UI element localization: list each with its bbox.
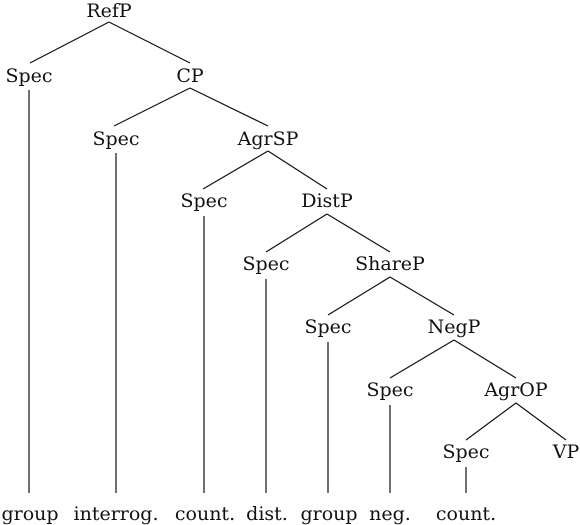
node-spec-agrs: Spec [180, 190, 227, 212]
branch-refp-cp [108, 21, 191, 64]
tree-branches [28, 21, 567, 493]
branch-cp-spec [113, 87, 191, 127]
leaf-spec-dist: dist. [246, 503, 288, 525]
node-distp: DistP [301, 190, 353, 212]
branch-refp-spec [29, 21, 110, 64]
leaf-spec-share: group [300, 503, 357, 525]
branch-sharep-negp [389, 276, 455, 316]
branch-agrop-vp [515, 402, 567, 441]
node-spec-share: Spec [304, 316, 351, 338]
branch-distp-spec [265, 213, 328, 253]
branch-negp-spec [389, 339, 455, 379]
node-agrop: AgrOP [483, 379, 548, 401]
node-negp: NegP [428, 316, 481, 338]
branch-cp-agrsp [189, 87, 269, 127]
branch-sharep-spec [327, 276, 391, 316]
branch-distp-sharep [326, 213, 391, 253]
node-agrsp: AgrSP [237, 128, 299, 150]
tree-leaves: group interrog. count. dist. group neg. … [1, 503, 496, 525]
leaf-spec-ref: group [1, 503, 58, 525]
branch-agrsp-spec [202, 150, 269, 190]
node-cp: CP [176, 65, 204, 87]
node-spec-dist: Spec [242, 253, 289, 275]
branch-agrsp-distp [267, 150, 328, 190]
leaf-spec-cp: interrog. [74, 503, 159, 525]
node-spec-agro: Spec [442, 441, 489, 463]
node-spec-neg: Spec [366, 379, 413, 401]
leaf-spec-neg: neg. [369, 503, 411, 525]
leaf-spec-agro: count. [436, 503, 496, 525]
node-sharep: ShareP [355, 253, 425, 275]
tree-nodes: RefP Spec CP Spec AgrSP Spec DistP Spec … [5, 0, 579, 463]
node-spec-cp: Spec [92, 128, 139, 150]
node-vp: VP [552, 441, 580, 463]
branch-agrop-spec [465, 402, 517, 441]
branch-negp-agrop [453, 339, 517, 379]
node-spec-ref: Spec [5, 65, 52, 87]
leaf-spec-agrs: count. [175, 503, 235, 525]
node-refp: RefP [86, 0, 132, 22]
